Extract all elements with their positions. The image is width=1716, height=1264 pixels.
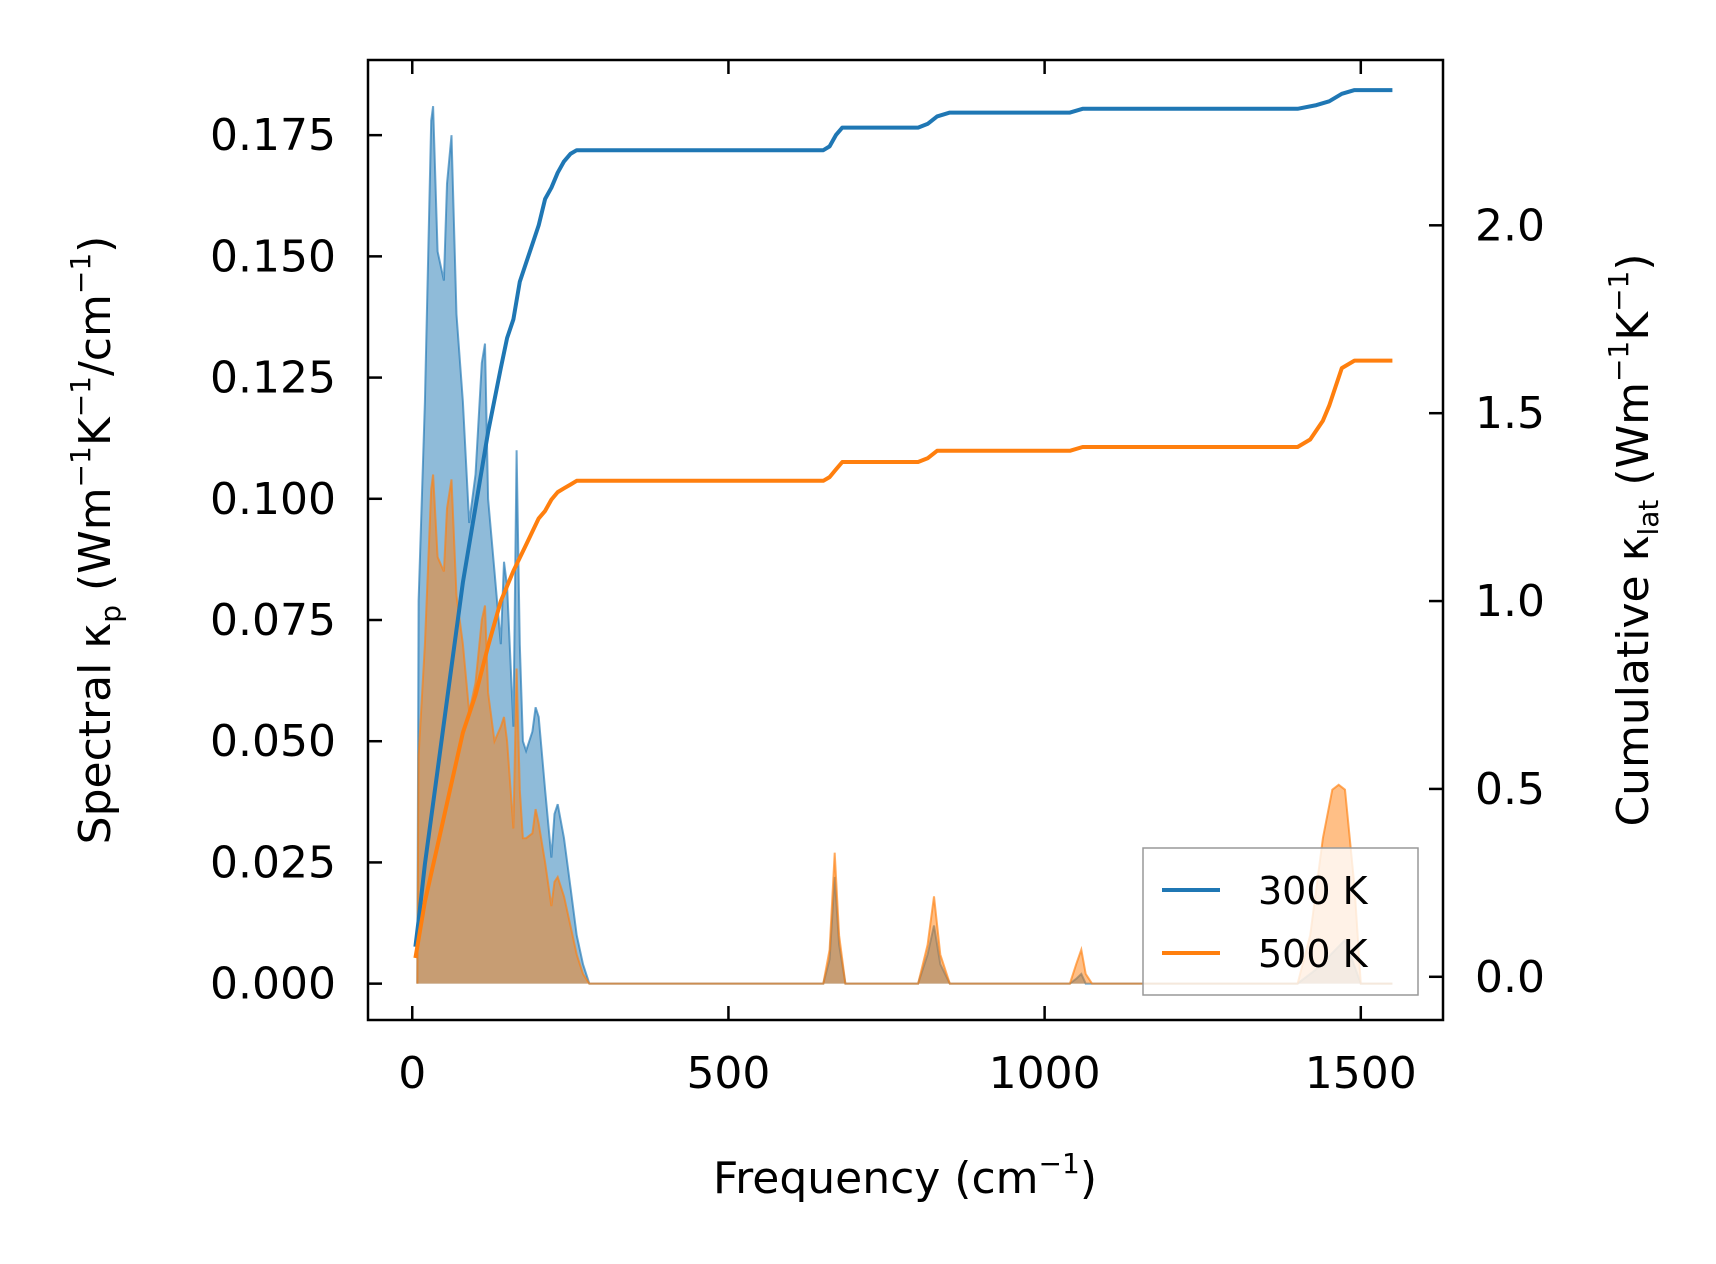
left-y-tick-label: 0.100 [210,474,336,525]
left-y-tick-label: 0.125 [210,353,336,404]
cumulative-line-500k [413,358,1393,959]
left-y-tick-label: 0.000 [210,959,336,1010]
right-y-tick-label: 1.5 [1475,388,1545,439]
right-y-axis-ticks: 0.0 0.5 1.0 1.5 2.0 [1429,200,1545,1003]
left-y-tick-label: 0.075 [210,595,336,646]
spectral-fill-layer [416,105,1393,985]
x-axis-ticks: 0 500 1000 1500 [398,60,1417,1099]
left-y-tick-label: 0.025 [210,837,336,888]
cumulative-line-300k [413,88,1393,947]
x-tick-label: 0 [398,1048,426,1099]
right-y-axis-title: Cumulative κlat (Wm−1K−1) [1602,253,1665,826]
legend-label-300k: 300 K [1258,869,1369,913]
spectral-area-500k [417,474,1393,984]
left-y-tick-label: 0.150 [210,231,336,282]
x-tick-label: 1500 [1305,1048,1417,1099]
x-tick-label: 500 [686,1048,770,1099]
left-y-axis-ticks: 0.000 0.025 0.050 0.075 0.100 0.125 0.150 0.175 [210,110,382,1010]
left-y-axis-title: Spectral κp (Wm−1K−1/cm−1) [64,236,127,845]
x-tick-label: 1000 [989,1048,1101,1099]
spectral-outline-500k [416,474,1393,985]
legend-box [1142,847,1419,996]
left-y-tick-label: 0.050 [210,716,336,767]
x-axis-title: Frequency (cm−1) [713,1147,1097,1204]
legend: 300 K 500 K [1142,847,1419,996]
right-y-tick-label: 0.0 [1475,952,1545,1003]
legend-label-500k: 500 K [1258,932,1369,976]
left-y-tick-label: 0.175 [210,110,336,161]
right-y-tick-label: 1.0 [1475,576,1545,627]
cumulative-line-layer [413,88,1393,959]
plot-frame [366,58,1445,1022]
right-y-tick-label: 2.0 [1475,200,1545,251]
right-y-tick-label: 0.5 [1475,764,1545,815]
